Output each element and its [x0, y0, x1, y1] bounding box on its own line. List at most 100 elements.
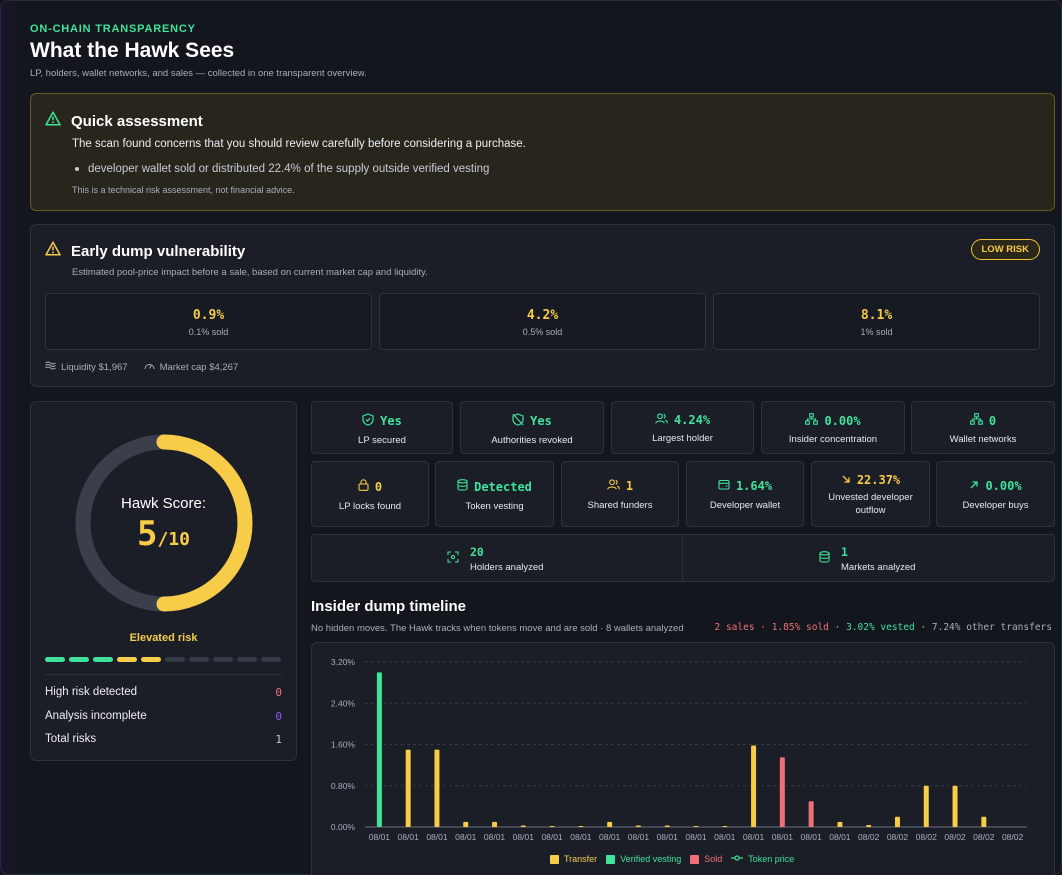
disclaimer: This is a technical risk assessment, not… [72, 185, 295, 195]
metric-developer-wallet: 1.64% Developer wallet [686, 461, 804, 527]
score-row: High risk detected 0 [45, 686, 282, 699]
score-value: 5/10 [137, 514, 190, 554]
eyebrow: ON-CHAIN TRANSPARENCY [30, 23, 196, 35]
chart-bar [434, 749, 440, 827]
database-icon [457, 479, 468, 494]
impact-box: 0.9% 0.1% sold [45, 293, 372, 350]
x-tick-label: 08/01 [657, 832, 679, 842]
liquidity-stat: Liquidity $1,967 [45, 361, 128, 373]
x-tick-label: 08/01 [599, 832, 621, 842]
users-icon [655, 413, 668, 427]
y-tick-label: 0.80% [331, 781, 356, 791]
quick-assessment-card: Quick assessment The scan found concerns… [30, 93, 1055, 211]
x-tick-label: 08/01 [484, 832, 506, 842]
chart-bar [578, 825, 584, 827]
database-icon [819, 550, 830, 568]
analysis-summary: 20 Holders analyzed 1 Markets analyzed [311, 534, 1055, 582]
chart-bar [952, 785, 958, 827]
x-tick-label: 08/02 [858, 832, 880, 842]
legend-item[interactable]: Verified vesting [606, 854, 681, 864]
timeline-title: Insider dump timeline [311, 598, 467, 615]
users-icon [607, 479, 620, 493]
risk-segment [189, 657, 209, 662]
metric-developer-buys: 0.00% Developer buys [936, 461, 1055, 527]
x-tick-label: 08/02 [887, 832, 909, 842]
legend-swatch [550, 854, 559, 864]
waves-icon [45, 361, 56, 373]
early-dump-title: Early dump vulnerability [71, 242, 246, 260]
arrow-up-right-icon [969, 479, 979, 493]
scan-icon [447, 550, 459, 568]
x-tick-label: 08/01 [772, 832, 794, 842]
chart-bar [981, 816, 987, 827]
chart-bar [376, 672, 382, 827]
warning-icon [45, 241, 61, 261]
impact-label: 0.5% sold [522, 327, 563, 337]
gauge-icon [144, 361, 155, 373]
metric-shared-funders: 1 Shared funders [561, 461, 679, 527]
x-tick-label: 08/01 [743, 832, 765, 842]
quick-assessment-description: The scan found concerns that you should … [72, 138, 526, 150]
risk-level: Elevated risk [129, 632, 198, 644]
metric-authorities-revoked: Yes Authorities revoked [460, 401, 604, 454]
risk-segments [45, 657, 281, 662]
risk-segment [165, 657, 185, 662]
risk-segment [261, 657, 281, 662]
impact-box: 4.2% 0.5% sold [379, 293, 706, 350]
early-dump-card: Early dump vulnerability Estimated pool-… [30, 224, 1055, 387]
y-tick-label: 3.20% [331, 657, 356, 667]
legend-item[interactable]: Token price [731, 854, 794, 864]
timeline-stats: 2 sales · 1.85% sold · 3.02% vested · 7.… [714, 622, 1052, 633]
metric-lp-secured: Yes LP secured [311, 401, 453, 454]
timeline-subtitle: No hidden moves. The Hawk tracks when to… [311, 623, 684, 634]
legend-item[interactable]: Transfer [550, 854, 597, 864]
metric-unvested-outflow: 22.37% Unvested developer outflow [811, 461, 930, 527]
score-ring [75, 434, 253, 612]
list-item: developer wallet sold or distributed 22.… [75, 163, 489, 175]
chart-bar [866, 824, 872, 827]
chart-bar [837, 821, 843, 827]
x-tick-label: 08/02 [1002, 832, 1024, 842]
metric-wallet-networks: 0 Wallet networks [911, 401, 1055, 454]
x-tick-label: 08/01 [829, 832, 851, 842]
legend-swatch [690, 854, 700, 864]
chart-bar [463, 821, 469, 827]
impact-value: 4.2% [526, 308, 559, 323]
warning-icon [45, 111, 61, 131]
wallet-icon [718, 479, 730, 493]
impact-label: 1% sold [860, 327, 893, 337]
chart-bar [405, 749, 411, 827]
page-subtitle: LP, holders, wallet networks, and sales … [30, 68, 367, 79]
legend-label: Sold [704, 854, 723, 864]
x-tick-label: 08/01 [570, 832, 592, 842]
chart-bar [607, 821, 613, 827]
chart-legend: Transfer Verified vesting Sold Token price [550, 854, 794, 864]
chart-bar [520, 825, 526, 827]
chart-bar [808, 801, 814, 827]
legend-swatch [731, 854, 744, 864]
score-row: Total risks 1 [45, 733, 282, 746]
chart-bar [492, 821, 498, 827]
legend-item[interactable]: Sold [690, 854, 722, 864]
early-dump-description: Estimated pool-price impact before a sal… [72, 267, 428, 278]
x-tick-label: 08/02 [916, 832, 938, 842]
risk-badge: LOW RISK [970, 239, 1040, 260]
x-tick-label: 08/01 [685, 832, 707, 842]
legend-label: Token price [748, 854, 795, 864]
risk-segment [69, 657, 89, 662]
chart-bar [693, 825, 699, 827]
holders-analyzed: 20 Holders analyzed [447, 545, 543, 573]
score-ring-fill [156, 434, 253, 612]
hawk-score-card: Hawk Score: 5/10 Elevated risk High risk… [30, 401, 297, 761]
chart-bar [549, 825, 555, 827]
y-tick-label: 2.40% [331, 698, 356, 708]
score-row: Analysis incomplete 0 [45, 710, 282, 723]
legend-label: Verified vesting [620, 854, 682, 864]
x-tick-label: 08/01 [541, 832, 563, 842]
lock-icon [358, 479, 369, 494]
quick-assessment-title: Quick assessment [71, 112, 203, 130]
impact-value: 8.1% [860, 308, 893, 323]
risk-segment [213, 657, 233, 662]
metric-insider-concentration: 0.00% Insider concentration [761, 401, 905, 454]
